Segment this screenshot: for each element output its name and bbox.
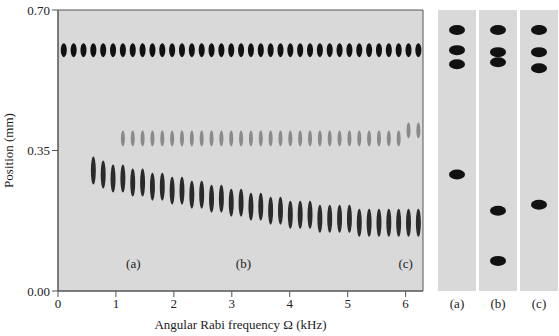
svg-text:1: 1	[113, 296, 120, 311]
svg-text:5: 5	[344, 296, 351, 311]
svg-text:Angular Rabi frequency Ω (kHz): Angular Rabi frequency Ω (kHz)	[154, 317, 326, 332]
svg-text:0.35: 0.35	[27, 143, 50, 158]
svg-text:3: 3	[229, 296, 236, 311]
svg-text:0.00: 0.00	[27, 284, 50, 299]
svg-text:(c): (c)	[398, 256, 412, 271]
svg-text:0.70: 0.70	[27, 3, 50, 18]
svg-text:6: 6	[402, 296, 409, 311]
svg-text:(c): (c)	[532, 296, 546, 311]
svg-text:(b): (b)	[236, 256, 251, 271]
svg-text:(b): (b)	[490, 296, 505, 311]
svg-text:2: 2	[171, 296, 178, 311]
svg-text:(a): (a)	[126, 256, 140, 271]
svg-text:4: 4	[286, 296, 293, 311]
svg-text:(a): (a)	[450, 296, 464, 311]
svg-text:0: 0	[55, 296, 62, 311]
svg-text:Position (mm): Position (mm)	[1, 113, 16, 188]
